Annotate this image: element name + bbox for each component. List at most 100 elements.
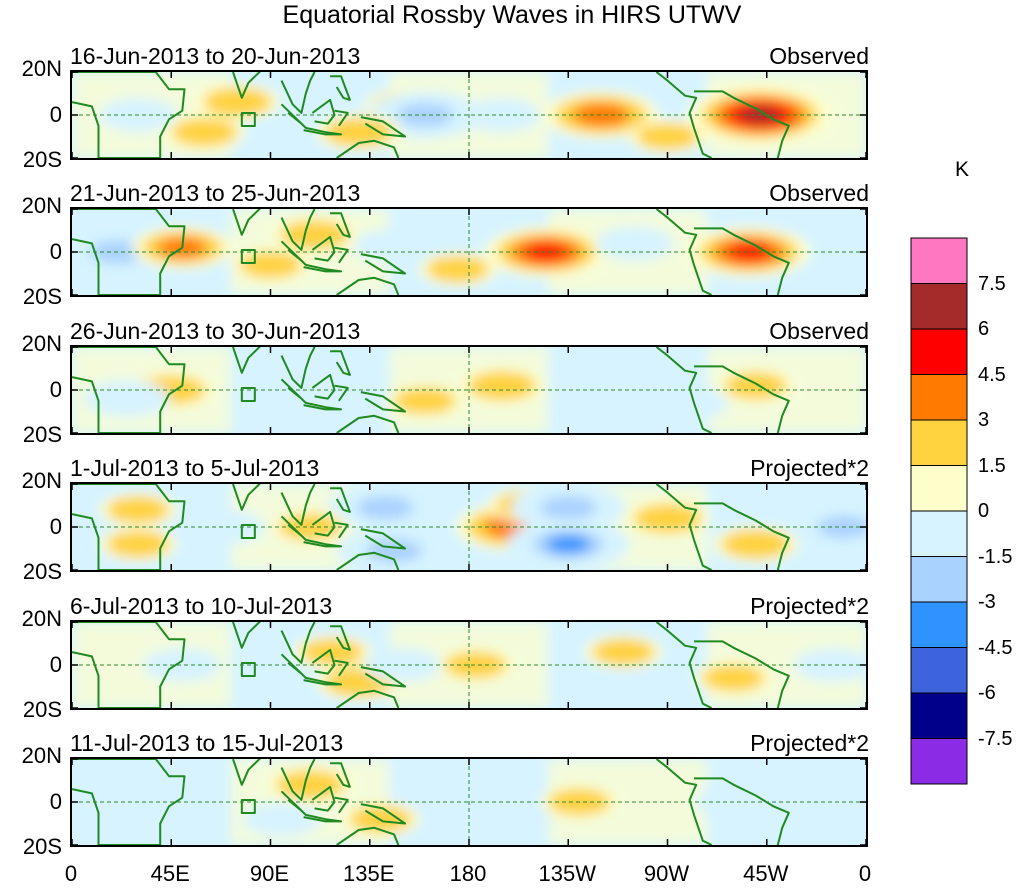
coastline [72, 622, 186, 708]
anomaly-contour [524, 243, 568, 261]
anomaly-contour [560, 375, 629, 405]
panel-date-range: 26-Jun-2013 to 30-Jun-2013 [70, 318, 361, 344]
coastline [336, 414, 400, 433]
panel-date-range: 6-Jul-2013 to 10-Jul-2013 [70, 593, 333, 619]
anomaly-contour [482, 805, 545, 833]
coastline [72, 347, 186, 433]
coastline [330, 212, 351, 238]
longitude-label: 135E [343, 861, 395, 886]
longitude-label: 0 [858, 861, 872, 886]
colorbar-swatch [910, 419, 968, 466]
anomaly-contour [636, 123, 699, 150]
anomaly-contour [356, 496, 414, 520]
map-panel [70, 620, 868, 710]
anomaly-contour [301, 638, 364, 666]
coastline [336, 139, 400, 158]
coastline [655, 209, 713, 295]
colorbar-swatch [910, 510, 968, 557]
coastline [694, 90, 790, 158]
anomaly-contour [546, 535, 591, 554]
colorbar-tick-label: -7.5 [978, 727, 1013, 750]
reference-box [240, 799, 256, 814]
map-canvas [72, 759, 866, 845]
coastline [694, 227, 790, 295]
latitude-label: 20S [22, 147, 62, 172]
anomaly-contour [250, 805, 313, 833]
latitude-label: 20N [21, 56, 62, 81]
coastline [334, 521, 349, 539]
anomaly-contour [171, 118, 238, 147]
coastline [232, 759, 261, 786]
panel-type-label: Observed [769, 180, 869, 206]
colorbar-swatch [910, 738, 968, 785]
coastline [334, 109, 349, 127]
coastline [330, 762, 351, 788]
latitude-label: 0 [49, 239, 62, 264]
colorbar-swatch [910, 601, 968, 648]
map-panel [70, 207, 868, 297]
panel-date-range: 21-Jun-2013 to 25-Jun-2013 [70, 180, 361, 206]
colorbar-tick-label: 1.5 [978, 454, 1006, 477]
coastline [280, 103, 307, 129]
map-panel [70, 482, 868, 572]
latitude-label: 20N [21, 743, 62, 768]
coastline [334, 384, 349, 402]
coastline [280, 653, 307, 679]
longitude-label: 90E [249, 861, 290, 886]
panel-date-range: 16-Jun-2013 to 20-Jun-2013 [70, 43, 361, 69]
anomaly-contour [539, 496, 597, 520]
reference-box [240, 662, 256, 677]
coastline [330, 487, 351, 513]
latitude-label: 0 [49, 377, 62, 402]
anomaly-contour [107, 496, 170, 524]
longitude-label: 135W [538, 861, 596, 886]
anomaly-contour [305, 363, 368, 391]
chart-title: Equatorial Rossby Waves in HIRS UTWV [282, 1, 742, 29]
map-canvas [72, 72, 866, 158]
anomaly-contour [603, 230, 666, 257]
colorbar-swatch [910, 692, 968, 739]
coastline [694, 365, 790, 433]
anomaly-contour [280, 220, 349, 250]
anomaly-contour [444, 651, 507, 679]
anomaly-contour [801, 651, 864, 679]
reference-box [240, 249, 256, 264]
map-canvas [72, 209, 866, 295]
coastline [360, 391, 406, 413]
panel-type-label: Projected*2 [750, 593, 869, 619]
map-canvas [72, 484, 866, 570]
anomaly-contour [93, 384, 162, 413]
coastline [232, 622, 261, 649]
anomaly-contour [633, 504, 702, 533]
coastline [694, 640, 790, 708]
coastline [330, 625, 351, 651]
coastline [303, 126, 343, 136]
coastline [280, 378, 307, 404]
coastline [336, 689, 400, 708]
colorbar-swatch [910, 556, 968, 603]
anomaly-contour [404, 780, 467, 807]
latitude-label: 0 [49, 514, 62, 539]
map-panel [70, 70, 868, 160]
colorbar-swatch [910, 283, 968, 330]
coastline [280, 790, 307, 816]
colorbar-tick-label: 7.5 [978, 272, 1006, 295]
latitude-label: 0 [49, 652, 62, 677]
colorbar-unit: K [955, 158, 970, 181]
panel-date-range: 1-Jul-2013 to 5-Jul-2013 [70, 455, 320, 481]
coastline [280, 209, 316, 251]
colorbar-swatch [910, 647, 968, 694]
colorbar-tick-label: 3 [978, 409, 990, 431]
map-panel [70, 345, 868, 435]
coastline [655, 759, 713, 845]
coastline [330, 75, 351, 101]
panel-date-range: 11-Jul-2013 to 15-Jul-2013 [70, 730, 344, 756]
panel-type-label: Projected*2 [750, 730, 869, 756]
coastline [280, 622, 316, 664]
coastline [232, 72, 261, 99]
colorbar-swatch [910, 374, 968, 421]
longitude-label: 0 [64, 861, 78, 886]
latitude-label: 20S [22, 559, 62, 584]
coastline [280, 347, 316, 389]
coastline [72, 484, 186, 570]
